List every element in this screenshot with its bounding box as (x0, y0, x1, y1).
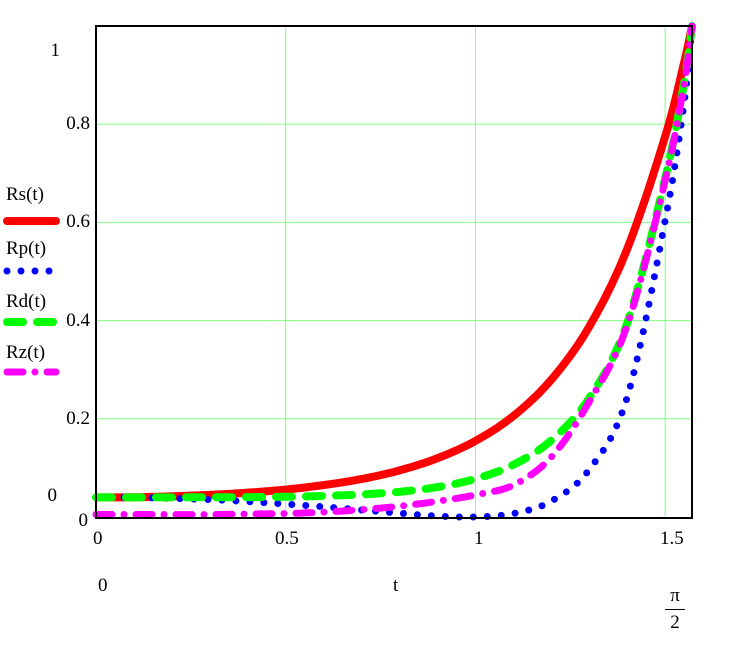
y-tick-0-2: 0.2 (66, 408, 90, 429)
curves (92, 22, 696, 521)
x-tick-1-5: 1.5 (660, 528, 684, 549)
fraction-bar (665, 609, 685, 610)
x-min-range-label: 0 (98, 575, 108, 596)
y-tick-1: 1 (50, 40, 61, 61)
legend-label-rz: Rz(t) (6, 342, 46, 363)
x-tick-1: 1 (474, 528, 484, 549)
curve-rdt (92, 22, 696, 502)
y-tick-0-8: 0.8 (66, 113, 90, 134)
x-max-denominator: 2 (670, 612, 680, 633)
x-tick-0: 0 (93, 528, 103, 549)
y-tick-0-4: 0.4 (66, 310, 90, 331)
legend-swatches (3, 217, 60, 376)
curve-rzt (92, 22, 696, 519)
curve-rpt (92, 22, 696, 521)
grid-lines (96, 26, 692, 517)
y-min-range-label: 0 (78, 510, 89, 531)
y-tick-0-6: 0.6 (66, 211, 90, 232)
y-max-range-label: 0 (47, 485, 58, 506)
legend-label-rp: Rp(t) (6, 238, 47, 259)
x-tick-0-5: 0.5 (275, 528, 299, 549)
x-variable-label: t (393, 575, 399, 596)
x-max-range-label: π 2 (665, 585, 685, 634)
plot-frame (95, 25, 693, 519)
x-max-numerator: π (670, 585, 680, 606)
legend-label-rd: Rd(t) (6, 291, 47, 312)
curve-rst (93, 23, 696, 502)
legend-label-rs: Rs(t) (6, 184, 44, 205)
